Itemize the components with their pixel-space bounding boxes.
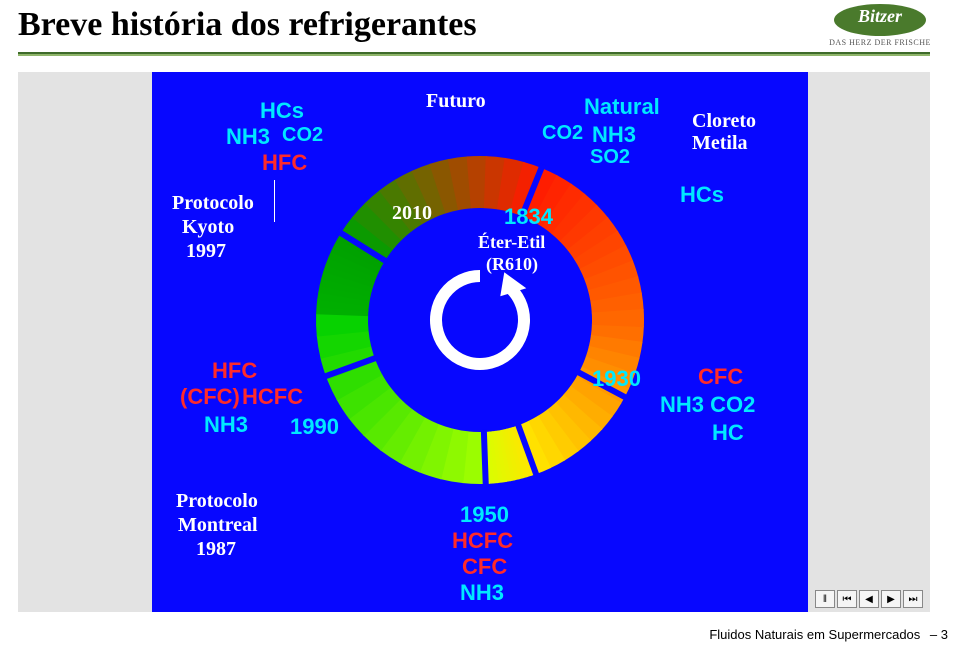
- footer-text: Fluidos Naturais em Supermercados: [709, 627, 920, 642]
- label-eter1: Éter-Etil: [478, 232, 545, 253]
- label-cfc_b: CFC: [462, 554, 507, 580]
- label-cfc_bl: (CFC): [180, 384, 240, 410]
- next-button[interactable]: ▶: [881, 590, 901, 608]
- brand-logo: Bitzer DAS HERZ DER FRISCHE: [820, 4, 940, 54]
- label-nh3_b: NH3: [460, 580, 504, 606]
- label-metila: Metila: [692, 132, 748, 155]
- ring-tick: [484, 430, 486, 488]
- pause-button[interactable]: ‖: [815, 590, 835, 608]
- label-y1990: 1990: [290, 414, 339, 440]
- label-hfc_bl: HFC: [212, 358, 257, 384]
- logo-oval: Bitzer: [834, 4, 926, 36]
- label-y2010: 2010: [392, 202, 432, 225]
- logo-script: Bitzer: [834, 6, 926, 27]
- label-hcfc_bl: HCFC: [242, 384, 303, 410]
- panel-right: ‖ ⏮ ◀ ▶ ⏭: [808, 72, 930, 612]
- label-proto_mont3: 1987: [196, 538, 236, 561]
- label-cloreto: Cloreto: [692, 110, 756, 133]
- panel-left: [18, 72, 152, 612]
- label-cfc_r: CFC: [698, 364, 743, 390]
- prev-button[interactable]: ◀: [859, 590, 879, 608]
- label-hcfc_b: HCFC: [452, 528, 513, 554]
- logo-tagline: DAS HERZ DER FRISCHE: [820, 38, 940, 47]
- label-protocolo_kyoto2: Kyoto: [182, 216, 234, 239]
- footer: Fluidos Naturais em Supermercados – 3: [709, 627, 948, 642]
- label-nh3co2_r: NH3 CO2: [660, 392, 755, 418]
- label-hc_r: HC: [712, 420, 744, 446]
- label-natural: Natural: [584, 94, 660, 120]
- page-number: – 3: [930, 627, 948, 642]
- label-y1950: 1950: [460, 502, 509, 528]
- label-co2_top: CO2: [542, 122, 583, 145]
- page-title: Breve história dos refrigerantes: [18, 6, 477, 44]
- label-proto_mont1: Protocolo: [176, 490, 258, 513]
- label-nh3_left: NH3: [226, 124, 270, 150]
- label-protocolo_kyoto3: 1997: [186, 240, 226, 263]
- label-hcs_left: HCs: [260, 98, 304, 124]
- label-proto_mont2: Montreal: [178, 514, 258, 537]
- callout-line: [274, 180, 275, 222]
- label-nh3_top: NH3: [592, 122, 636, 148]
- label-co2_left: CO2: [282, 124, 323, 147]
- media-controls: ‖ ⏮ ◀ ▶ ⏭: [815, 590, 923, 608]
- last-button[interactable]: ⏭: [903, 590, 923, 608]
- label-so2: SO2: [590, 146, 630, 169]
- page: Breve história dos refrigerantes Bitzer …: [0, 0, 960, 646]
- label-hfc_red: HFC: [262, 150, 307, 176]
- label-eter2: (R610): [486, 254, 538, 275]
- label-hcs_right: HCs: [680, 182, 724, 208]
- label-protocolo_kyoto1: Protocolo: [172, 192, 254, 215]
- first-button[interactable]: ⏮: [837, 590, 857, 608]
- label-nh3_bl: NH3: [204, 412, 248, 438]
- label-y1834: 1834: [504, 204, 553, 230]
- title-underline: [18, 52, 930, 56]
- label-y1930: 1930: [592, 366, 641, 392]
- refrigerant-history-diagram: FuturoNaturalCO2NH3SO2CloretoMetilaHCsNH…: [152, 72, 808, 612]
- label-futuro: Futuro: [426, 90, 486, 113]
